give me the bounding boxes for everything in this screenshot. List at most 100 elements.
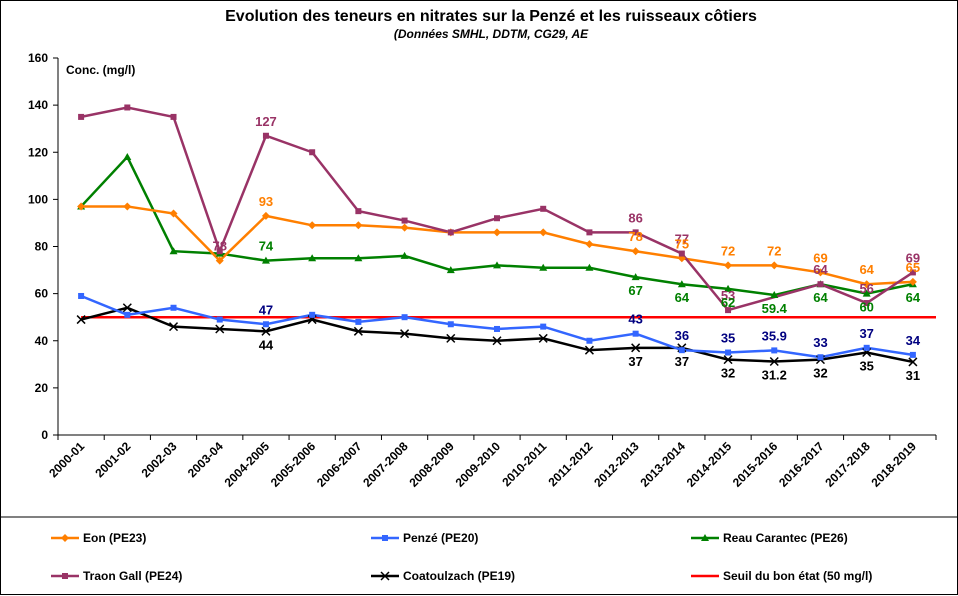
data-label: 127 bbox=[255, 114, 277, 129]
data-point-marker bbox=[631, 247, 640, 256]
data-point-marker bbox=[77, 202, 86, 211]
data-point-marker bbox=[863, 344, 870, 351]
data-label: 35 bbox=[721, 331, 735, 346]
data-point-marker bbox=[539, 228, 548, 237]
data-point-marker bbox=[631, 273, 640, 281]
data-point-marker bbox=[169, 247, 178, 255]
data-label: 37 bbox=[675, 354, 689, 369]
data-point-marker bbox=[540, 323, 547, 330]
data-label: 37 bbox=[859, 326, 873, 341]
data-label: 75 bbox=[675, 236, 689, 251]
y-tick-label: 120 bbox=[28, 145, 48, 159]
data-point-marker bbox=[586, 337, 593, 344]
data-point-cross-stroke bbox=[76, 315, 86, 325]
data-label: 65 bbox=[906, 260, 920, 275]
data-label: 43 bbox=[628, 312, 642, 327]
data-point-marker bbox=[123, 202, 132, 211]
legend-label: Traon Gall (PE24) bbox=[83, 569, 182, 583]
data-point-marker bbox=[585, 240, 594, 249]
data-point-marker bbox=[632, 330, 639, 337]
data-point-marker bbox=[538, 333, 548, 343]
data-label: 64 bbox=[906, 290, 921, 305]
data-label: 31 bbox=[906, 368, 920, 383]
data-point-cross-stroke bbox=[400, 329, 410, 339]
data-point-marker bbox=[78, 113, 85, 120]
legend-label: Penzé (PE20) bbox=[403, 531, 478, 545]
legend-label: Coatoulzach (PE19) bbox=[403, 569, 515, 583]
data-label: 78 bbox=[213, 239, 227, 254]
data-point-marker bbox=[124, 311, 131, 318]
x-tick-label: 2014-2015 bbox=[684, 439, 735, 490]
x-tick-label: 2016-2017 bbox=[776, 439, 827, 490]
data-point-cross-stroke bbox=[380, 571, 390, 581]
data-label: 62 bbox=[721, 295, 735, 310]
data-point-marker bbox=[863, 300, 870, 307]
data-point-marker bbox=[492, 336, 502, 346]
data-point-marker bbox=[309, 149, 316, 156]
data-point-marker bbox=[540, 205, 547, 212]
data-label: 69 bbox=[813, 250, 827, 265]
data-label: 60 bbox=[859, 300, 873, 315]
data-point-marker bbox=[678, 347, 685, 354]
data-point-marker bbox=[724, 284, 733, 292]
data-label: 31.2 bbox=[762, 367, 787, 382]
data-point-marker bbox=[862, 280, 871, 289]
data-point-marker bbox=[216, 248, 223, 255]
y-tick-label: 40 bbox=[35, 334, 49, 348]
data-point-marker bbox=[170, 113, 177, 120]
data-point-marker bbox=[261, 211, 270, 220]
data-point-marker bbox=[909, 269, 916, 276]
data-label: 47 bbox=[259, 302, 273, 317]
data-label: 72 bbox=[767, 243, 781, 258]
series-line bbox=[80, 154, 914, 297]
data-point-marker bbox=[262, 321, 269, 328]
data-point-marker bbox=[308, 254, 317, 262]
data-point-marker bbox=[446, 266, 455, 274]
data-label: 34 bbox=[906, 333, 921, 348]
x-tick-label: 2007-2008 bbox=[360, 439, 411, 490]
y-tick-label: 140 bbox=[28, 98, 48, 112]
data-point-cross-stroke bbox=[122, 303, 132, 313]
data-point-cross-stroke bbox=[538, 333, 548, 343]
data-point-marker bbox=[262, 132, 269, 139]
legend-label: Eon (PE23) bbox=[83, 531, 146, 545]
data-point-marker bbox=[62, 573, 68, 579]
data-point-marker bbox=[724, 261, 733, 270]
chart-title: Evolution des teneurs en nitrates sur la… bbox=[225, 8, 757, 25]
data-point-marker bbox=[382, 535, 388, 541]
data-point-marker bbox=[353, 326, 363, 336]
data-point-marker bbox=[586, 229, 593, 236]
data-point-marker bbox=[355, 318, 362, 325]
data-point-marker bbox=[400, 223, 409, 232]
data-label: 69 bbox=[906, 250, 920, 265]
data-label: 56 bbox=[859, 281, 873, 296]
x-tick-label: 2003-04 bbox=[185, 439, 226, 480]
data-point-marker bbox=[447, 229, 454, 236]
data-point-cross-stroke bbox=[492, 336, 502, 346]
x-tick-label: 2018-2019 bbox=[869, 439, 920, 490]
data-point-marker bbox=[170, 304, 177, 311]
x-tick-label: 2017-2018 bbox=[822, 439, 873, 490]
x-tick-label: 2004-2005 bbox=[222, 439, 273, 490]
x-tick-label: 2002-03 bbox=[139, 439, 180, 480]
data-point-cross-stroke bbox=[769, 356, 779, 367]
data-point-marker bbox=[493, 228, 501, 237]
data-point-marker bbox=[494, 215, 500, 222]
data-point-marker bbox=[261, 256, 270, 264]
y-tick-label: 60 bbox=[35, 287, 49, 301]
data-point-marker bbox=[908, 277, 917, 286]
data-point-marker bbox=[355, 208, 362, 215]
data-point-marker bbox=[61, 534, 69, 542]
data-point-marker bbox=[632, 229, 639, 236]
y-tick-label: 20 bbox=[35, 381, 49, 395]
data-point-marker bbox=[769, 356, 779, 367]
data-point-marker bbox=[771, 347, 778, 354]
data-label: 36 bbox=[675, 328, 689, 343]
data-label: 64 bbox=[813, 290, 828, 305]
data-point-marker bbox=[400, 329, 410, 339]
data-label: 32 bbox=[813, 366, 827, 381]
data-point-cross-stroke bbox=[584, 345, 594, 355]
data-label: 72 bbox=[721, 243, 735, 258]
data-point-marker bbox=[447, 321, 454, 328]
